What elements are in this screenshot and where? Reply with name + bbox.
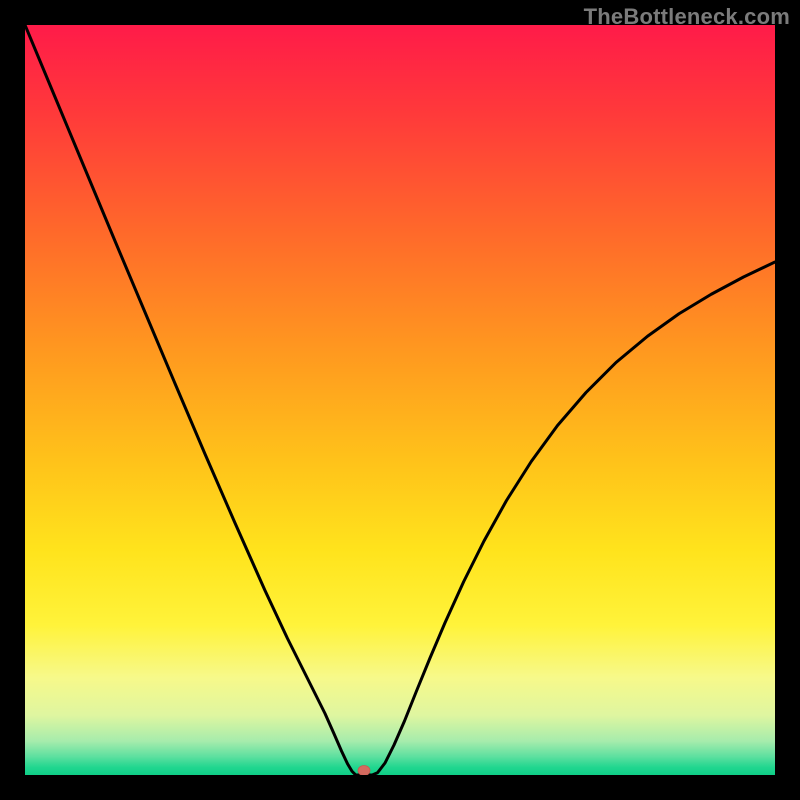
bottleneck-chart [25,25,775,775]
chart-background [25,25,775,775]
watermark-text: TheBottleneck.com [584,4,790,30]
optimum-marker [358,766,370,776]
chart-frame: TheBottleneck.com [0,0,800,800]
